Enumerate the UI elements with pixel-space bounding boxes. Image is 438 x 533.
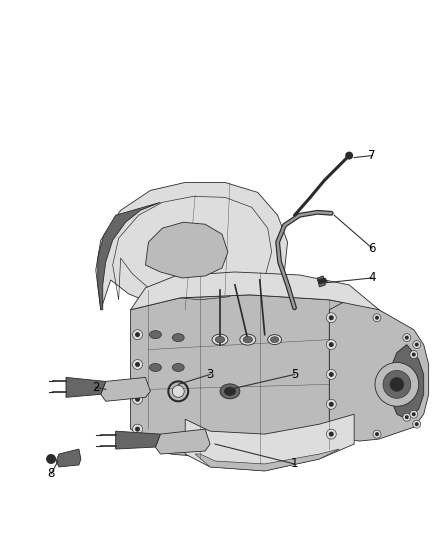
Text: 3: 3: [206, 368, 214, 381]
Text: 5: 5: [291, 368, 298, 381]
Circle shape: [415, 343, 419, 346]
Circle shape: [326, 313, 336, 322]
Circle shape: [375, 362, 419, 406]
Text: 7: 7: [368, 149, 376, 162]
Polygon shape: [145, 222, 228, 278]
Circle shape: [326, 429, 336, 439]
Ellipse shape: [271, 337, 279, 343]
Circle shape: [329, 315, 334, 320]
Circle shape: [326, 399, 336, 409]
Polygon shape: [66, 377, 106, 397]
Circle shape: [326, 369, 336, 379]
Text: 1: 1: [291, 457, 298, 471]
Polygon shape: [318, 278, 327, 284]
Polygon shape: [155, 429, 210, 454]
Text: 8: 8: [47, 467, 55, 480]
Polygon shape: [98, 203, 160, 310]
Polygon shape: [116, 431, 160, 449]
Text: 6: 6: [368, 241, 376, 255]
Circle shape: [329, 372, 334, 377]
Circle shape: [135, 332, 140, 337]
Polygon shape: [318, 276, 325, 287]
Circle shape: [329, 432, 334, 437]
Polygon shape: [389, 345, 424, 419]
Polygon shape: [96, 182, 288, 312]
Circle shape: [373, 314, 381, 322]
Polygon shape: [131, 272, 379, 310]
Circle shape: [412, 352, 416, 357]
Circle shape: [410, 410, 418, 418]
Ellipse shape: [215, 336, 225, 343]
Circle shape: [345, 151, 353, 159]
Ellipse shape: [240, 334, 256, 345]
Circle shape: [133, 424, 142, 434]
Circle shape: [375, 316, 379, 320]
Circle shape: [383, 370, 411, 398]
Text: 2: 2: [92, 381, 99, 394]
Circle shape: [413, 420, 421, 428]
Circle shape: [172, 385, 184, 397]
Circle shape: [403, 334, 411, 342]
Circle shape: [133, 360, 142, 369]
Ellipse shape: [172, 364, 184, 372]
Circle shape: [46, 454, 56, 464]
Circle shape: [133, 330, 142, 340]
Circle shape: [329, 342, 334, 347]
Ellipse shape: [212, 334, 228, 345]
Circle shape: [405, 415, 409, 419]
Text: 4: 4: [368, 271, 376, 285]
Circle shape: [405, 336, 409, 340]
Polygon shape: [195, 449, 339, 471]
Circle shape: [413, 341, 421, 349]
Ellipse shape: [224, 387, 236, 396]
Circle shape: [415, 422, 419, 426]
Ellipse shape: [149, 364, 161, 372]
Circle shape: [373, 430, 381, 438]
Ellipse shape: [268, 335, 282, 345]
Ellipse shape: [149, 330, 161, 338]
Circle shape: [135, 426, 140, 432]
Circle shape: [410, 351, 418, 359]
Polygon shape: [329, 298, 429, 441]
Circle shape: [375, 432, 379, 436]
Ellipse shape: [243, 336, 253, 343]
Circle shape: [135, 362, 140, 367]
Polygon shape: [56, 449, 81, 467]
Circle shape: [133, 394, 142, 404]
Circle shape: [412, 412, 416, 416]
Ellipse shape: [172, 334, 184, 342]
Circle shape: [326, 340, 336, 350]
Polygon shape: [185, 414, 354, 471]
Polygon shape: [101, 377, 150, 401]
Circle shape: [390, 377, 404, 391]
Circle shape: [403, 413, 411, 421]
Ellipse shape: [220, 384, 240, 399]
Polygon shape: [131, 295, 414, 461]
Circle shape: [329, 402, 334, 407]
Circle shape: [135, 397, 140, 402]
